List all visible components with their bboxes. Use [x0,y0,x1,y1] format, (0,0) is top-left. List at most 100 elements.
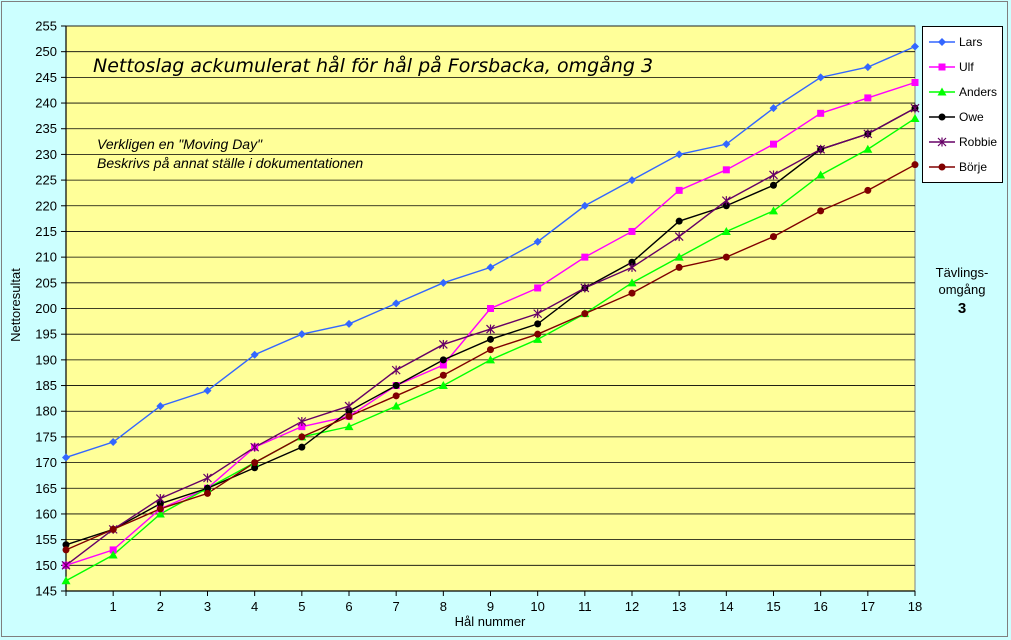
data-point-brje [439,371,447,379]
data-point-robbie [816,144,826,154]
data-point-brje [109,525,117,533]
data-point-anders [486,355,495,364]
x-tick-label: 7 [393,599,400,614]
data-point-lars [203,386,212,395]
data-point-owe [392,382,400,390]
x-tick-label: 10 [530,599,544,614]
data-point-brje [392,392,400,400]
data-point-anders [816,170,826,179]
y-axis-label: Nettoresultat [8,268,23,342]
data-point-robbie [250,442,260,452]
y-tick-label: 255 [35,19,57,34]
legend-marker-ulf [938,63,946,71]
data-point-robbie [391,365,401,375]
data-point-brje [298,433,306,441]
data-point-owe [722,202,730,210]
data-point-anders [863,144,873,153]
data-point-lars [863,63,872,72]
data-point-robbie [627,262,637,272]
data-point-anders [344,422,354,431]
x-tick-label: 12 [625,599,639,614]
data-point-brje [722,253,730,261]
legend-item-lars: Lars [923,32,1003,52]
data-point-robbie [769,170,778,180]
data-point-owe [487,335,494,343]
y-tick-label: 210 [35,250,57,265]
y-tick-label: 180 [35,404,57,419]
y-tick-label: 245 [35,70,57,85]
data-point-lars [722,140,731,149]
y-tick-label: 215 [35,224,57,239]
data-point-lars [486,263,495,272]
legend-label-lars: Lars [959,35,983,49]
data-point-brje [156,505,164,513]
data-point-robbie [438,339,448,349]
data-point-lars [580,201,589,210]
data-point-ulf [864,94,872,102]
data-point-lars [297,330,306,339]
legend-label-ulf: Ulf [959,60,974,74]
data-point-robbie [61,560,71,570]
data-point-robbie [863,129,873,139]
y-tick-label: 195 [35,327,57,342]
data-point-lars [911,42,919,51]
y-tick-label: 230 [35,147,57,162]
x-tick-label: 1 [110,599,117,614]
chart-title: Nettoslag ackumulerat hål för hål på For… [93,54,653,77]
data-point-anders [533,334,543,343]
data-point-lars [769,104,778,113]
data-point-lars [439,278,448,287]
data-point-owe [204,484,211,492]
data-point-robbie [674,232,684,242]
data-point-lars [675,150,684,159]
y-tick-label: 185 [35,378,57,393]
x-tick-label: 9 [487,599,494,614]
y-tick-label: 160 [35,506,57,521]
x-tick-label: 17 [861,599,875,614]
legend-swatch-brje [929,163,955,171]
legend-item-anders: Anders [923,82,1003,102]
data-point-brje [345,412,353,420]
data-point-anders [721,226,731,235]
round-label: Tävlings- omgång 3 [922,264,1002,317]
legend-swatch-lars [929,38,955,46]
data-point-owe [62,541,70,549]
legend-label-anders: Anders [959,85,998,99]
data-point-owe [156,500,164,508]
data-point-ulf [911,79,919,86]
round-number: 3 [957,300,967,317]
y-tick-label: 155 [35,532,57,547]
legend-item-robbie: Robbie [923,132,1003,152]
data-point-anders [674,252,684,261]
data-point-robbie [344,401,354,411]
data-point-brje [204,489,211,497]
y-tick-label: 240 [35,96,57,111]
x-tick-label: 15 [766,599,780,614]
data-point-ulf [770,140,777,148]
x-tick-label: 18 [908,599,922,614]
data-point-brje [62,546,70,554]
data-point-lars [392,299,401,308]
data-point-ulf [487,305,494,312]
legend-label-brje: Börje [959,160,988,174]
legend-label-owe: Owe [959,110,984,124]
data-point-owe [251,464,259,472]
x-tick-label: 14 [719,599,733,614]
data-point-brje [864,186,872,194]
data-point-owe [675,217,683,225]
data-point-robbie [580,283,590,293]
y-tick-label: 165 [35,481,57,496]
data-point-robbie [533,309,543,319]
data-point-brje [251,459,259,467]
y-tick-label: 225 [35,173,57,188]
data-point-lars [533,237,542,246]
data-point-ulf [722,166,730,174]
data-point-brje [581,310,589,318]
x-tick-label: 4 [251,599,258,614]
data-point-owe [345,407,353,415]
legend-item-owe: Owe [923,107,1003,127]
legend-item-ulf: Ulf [923,57,1003,77]
data-point-lars [628,176,636,185]
legend-label-robbie: Robbie [959,135,998,149]
data-point-owe [770,181,777,189]
